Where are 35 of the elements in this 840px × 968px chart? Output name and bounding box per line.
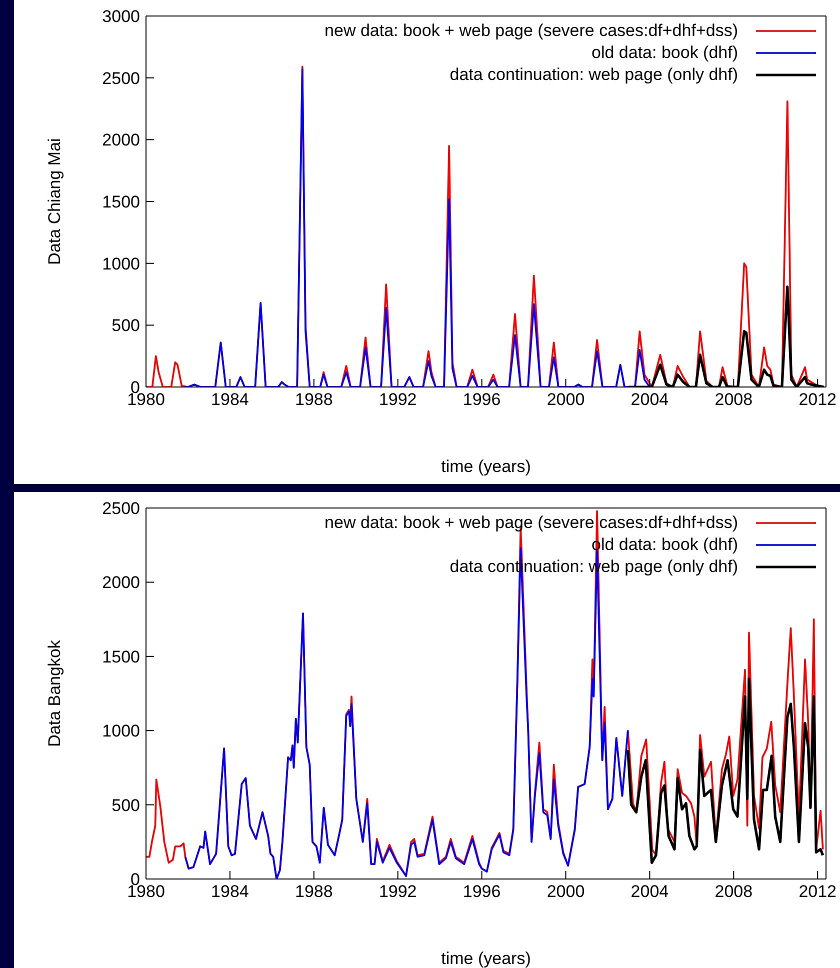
- legend-label: new data: book + web page (severe cases:df+dhf+dss): [324, 512, 738, 534]
- y-tick-label: 3000: [102, 7, 140, 26]
- y-tick-label: 500: [112, 316, 140, 336]
- y-axis-title: Data Bangkok: [45, 640, 64, 747]
- y-tick-label: 2000: [102, 573, 140, 592]
- y-tick-label: 500: [112, 796, 140, 815]
- y-tick-label: 2000: [102, 130, 140, 150]
- x-axis-title: time (years): [441, 457, 531, 476]
- x-tick-label: 2000: [546, 390, 585, 410]
- x-tick-label: 2012: [798, 882, 837, 902]
- x-tick-label: 2004: [630, 390, 669, 410]
- x-tick-label: 1988: [294, 882, 333, 902]
- y-tick-label: 1000: [102, 722, 140, 741]
- y-tick-label: 1500: [102, 192, 140, 212]
- x-tick-label: 1992: [378, 390, 417, 410]
- x-tick-label: 1988: [294, 390, 333, 410]
- y-tick-label: 1500: [102, 647, 140, 666]
- y-tick-label: 1000: [102, 254, 140, 274]
- x-tick-label: 1996: [462, 390, 501, 410]
- x-tick-label: 1992: [378, 882, 417, 902]
- y-tick-label: 2500: [102, 68, 140, 88]
- x-tick-label: 2008: [714, 390, 753, 410]
- y-axis-title: Data Chiang Mai: [45, 138, 64, 265]
- x-tick-label: 1984: [211, 882, 249, 902]
- legend-label: old data: book (dhf): [592, 42, 738, 64]
- x-tick-label: 1996: [462, 882, 501, 902]
- x-tick-label: 2012: [798, 390, 837, 410]
- y-tick-label: 2500: [102, 499, 140, 518]
- legend-label: new data: book + web page (severe cases:df+dhf+dss): [324, 20, 738, 42]
- x-tick-label: 2000: [546, 882, 585, 902]
- x-tick-label: 2008: [714, 882, 753, 902]
- legend-label: data continuation: web page (only dhf): [450, 64, 738, 86]
- x-tick-label: 1984: [211, 390, 249, 410]
- x-tick-label: 2004: [630, 882, 669, 902]
- x-axis-title: time (years): [441, 949, 531, 968]
